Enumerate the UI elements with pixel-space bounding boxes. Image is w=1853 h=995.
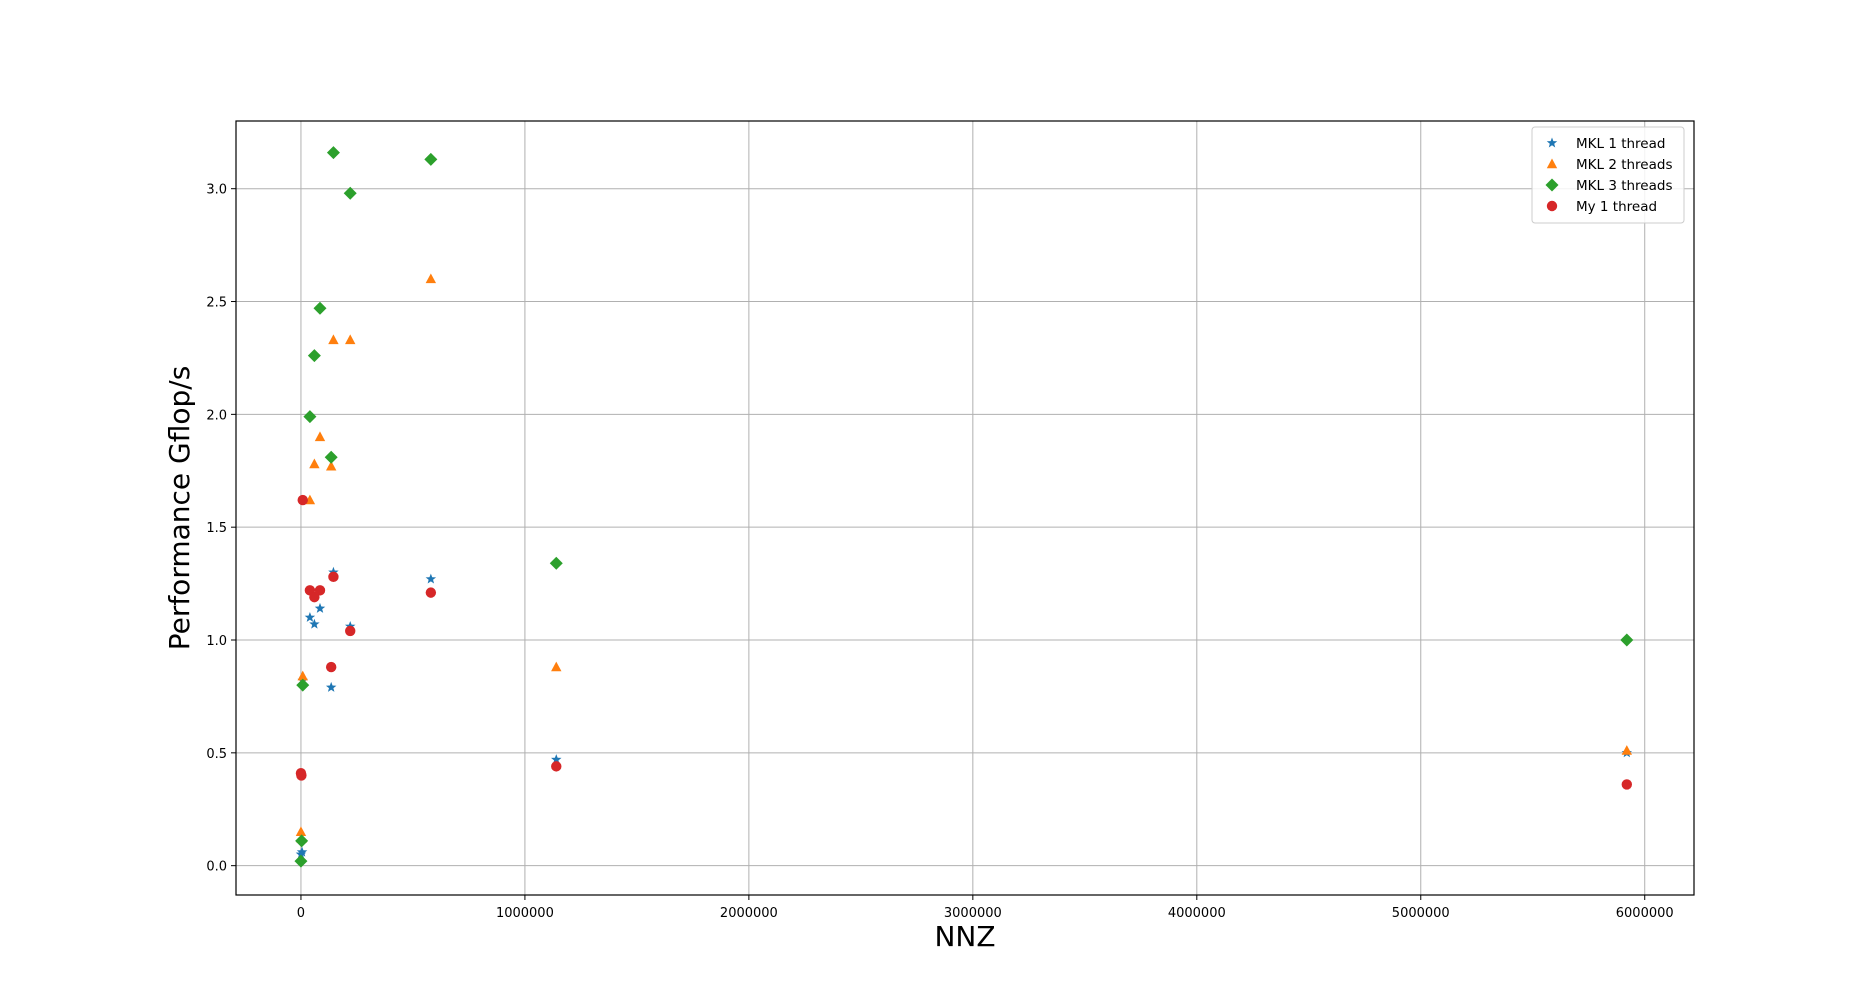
legend-marker bbox=[1546, 200, 1558, 212]
y-tick-label: 3.0 bbox=[206, 183, 227, 198]
series-2 bbox=[295, 273, 1633, 843]
data-point bbox=[324, 450, 338, 464]
legend-marker bbox=[1546, 137, 1558, 148]
data-point bbox=[307, 349, 321, 363]
data-point bbox=[295, 826, 307, 837]
data-point bbox=[294, 854, 308, 868]
data-point bbox=[296, 770, 307, 781]
x-tick-label: 5000000 bbox=[1392, 906, 1450, 921]
data-point bbox=[551, 761, 562, 772]
x-tick-label: 4000000 bbox=[1168, 906, 1226, 921]
x-tick-label: 1000000 bbox=[496, 906, 554, 921]
axis-ticks: 0 1000000 2000000 3000000 4000000 5000000 6000… bbox=[206, 183, 1673, 921]
legend-entry-label: MKL 2 threads bbox=[1576, 157, 1672, 173]
data-point bbox=[1620, 633, 1634, 647]
data-point bbox=[313, 301, 327, 315]
data-point bbox=[325, 681, 337, 692]
data-point bbox=[325, 661, 337, 673]
series-4 bbox=[295, 494, 1633, 790]
data-point bbox=[549, 556, 563, 570]
plot-area-frame bbox=[235, 120, 1695, 896]
series-3 bbox=[294, 146, 1634, 868]
data-points bbox=[294, 146, 1634, 868]
x-tick-label: 3000000 bbox=[944, 906, 1002, 921]
legend-marker bbox=[1545, 178, 1559, 192]
y-tick-label: 1.5 bbox=[206, 521, 227, 536]
data-point bbox=[343, 186, 357, 200]
data-point bbox=[296, 678, 310, 692]
data-point bbox=[551, 661, 562, 672]
data-point bbox=[1621, 779, 1633, 790]
grid-lines bbox=[236, 121, 1694, 895]
data-point bbox=[345, 334, 356, 345]
data-point bbox=[314, 602, 326, 613]
legend-entry-label: MKL 1 thread bbox=[1576, 136, 1665, 152]
legend-entry-label: MKL 3 threads bbox=[1576, 178, 1672, 194]
y-tick-label: 2.5 bbox=[206, 296, 227, 311]
data-point bbox=[297, 494, 308, 506]
data-point bbox=[314, 585, 326, 596]
y-tick-label: 1.0 bbox=[206, 634, 227, 649]
data-point bbox=[304, 611, 316, 622]
data-point bbox=[303, 410, 317, 424]
data-point bbox=[296, 846, 308, 857]
legend: MKL 1 thread MKL 2 threads MKL 3 threads My… bbox=[1531, 126, 1685, 224]
legend-entry-label: My 1 thread bbox=[1576, 199, 1657, 215]
y-tick-label: 2.0 bbox=[206, 408, 227, 423]
x-tick-label: 0 bbox=[297, 906, 305, 921]
series-1 bbox=[295, 566, 1633, 859]
data-point bbox=[345, 625, 356, 637]
x-axis-label: NNZ bbox=[934, 920, 995, 953]
data-point bbox=[314, 431, 326, 442]
data-point bbox=[328, 334, 339, 345]
data-point bbox=[425, 573, 437, 584]
data-point bbox=[326, 146, 340, 160]
data-point bbox=[328, 571, 339, 583]
data-point bbox=[297, 670, 308, 681]
legend-marker bbox=[1546, 158, 1558, 169]
data-point bbox=[1621, 745, 1633, 755]
data-point bbox=[425, 273, 437, 284]
data-point bbox=[295, 834, 309, 848]
data-point bbox=[309, 618, 320, 629]
x-tick-label: 2000000 bbox=[720, 906, 778, 921]
y-tick-label: 0.0 bbox=[206, 860, 227, 875]
data-point bbox=[425, 587, 437, 598]
data-point bbox=[325, 460, 337, 471]
data-point bbox=[551, 754, 562, 765]
legend-box bbox=[1531, 126, 1685, 224]
y-axis-label: Performance Gflop/s bbox=[163, 366, 196, 651]
data-point bbox=[424, 152, 438, 166]
x-tick-label: 6000000 bbox=[1616, 906, 1674, 921]
y-tick-label: 0.5 bbox=[206, 747, 227, 762]
data-point bbox=[309, 458, 320, 469]
